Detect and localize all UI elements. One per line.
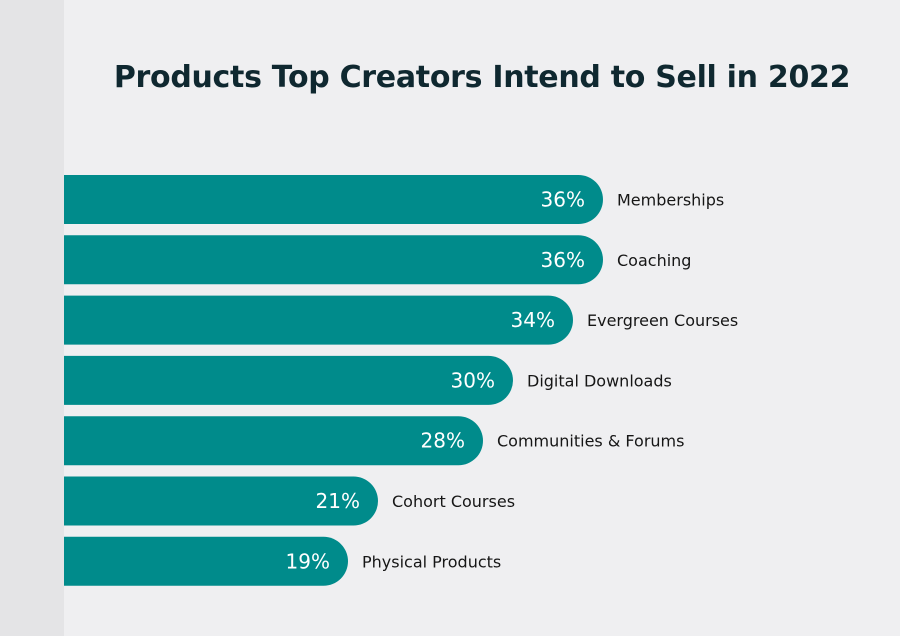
category-label: Communities & Forums — [497, 432, 684, 451]
bar-value-label: 21% — [316, 489, 360, 513]
bar — [64, 476, 378, 526]
category-label: Coaching — [617, 251, 691, 270]
bar — [64, 235, 603, 285]
bar — [64, 536, 348, 586]
category-label: Evergreen Courses — [587, 311, 738, 330]
bar — [64, 416, 483, 466]
bar-value-label: 34% — [511, 308, 555, 332]
bar-group: 30% Digital Downloads — [64, 355, 672, 405]
category-label: Digital Downloads — [527, 371, 672, 390]
bar — [64, 355, 513, 405]
bar-value-label: 28% — [421, 429, 465, 453]
left-margin-strip — [0, 0, 64, 636]
bar-group: 36% Coaching — [64, 235, 691, 285]
bar — [64, 175, 603, 224]
bar — [64, 295, 573, 345]
bar-group: 28% Communities & Forums — [64, 416, 684, 466]
bar-value-label: 36% — [541, 188, 585, 212]
category-label: Physical Products — [362, 552, 501, 571]
bar-value-label: 30% — [451, 368, 495, 392]
chart-title: Products Top Creators Intend to Sell in … — [113, 60, 851, 95]
bar-value-label: 36% — [541, 248, 585, 272]
bar-group: 19% Physical Products — [64, 536, 501, 586]
bar-group: 36% Memberships — [64, 175, 724, 224]
category-label: Cohort Courses — [392, 492, 515, 511]
category-label: Memberships — [617, 191, 724, 210]
bar-value-label: 19% — [286, 549, 330, 573]
bar-group: 21% Cohort Courses — [64, 476, 515, 526]
bar-group: 34% Evergreen Courses — [64, 295, 738, 345]
